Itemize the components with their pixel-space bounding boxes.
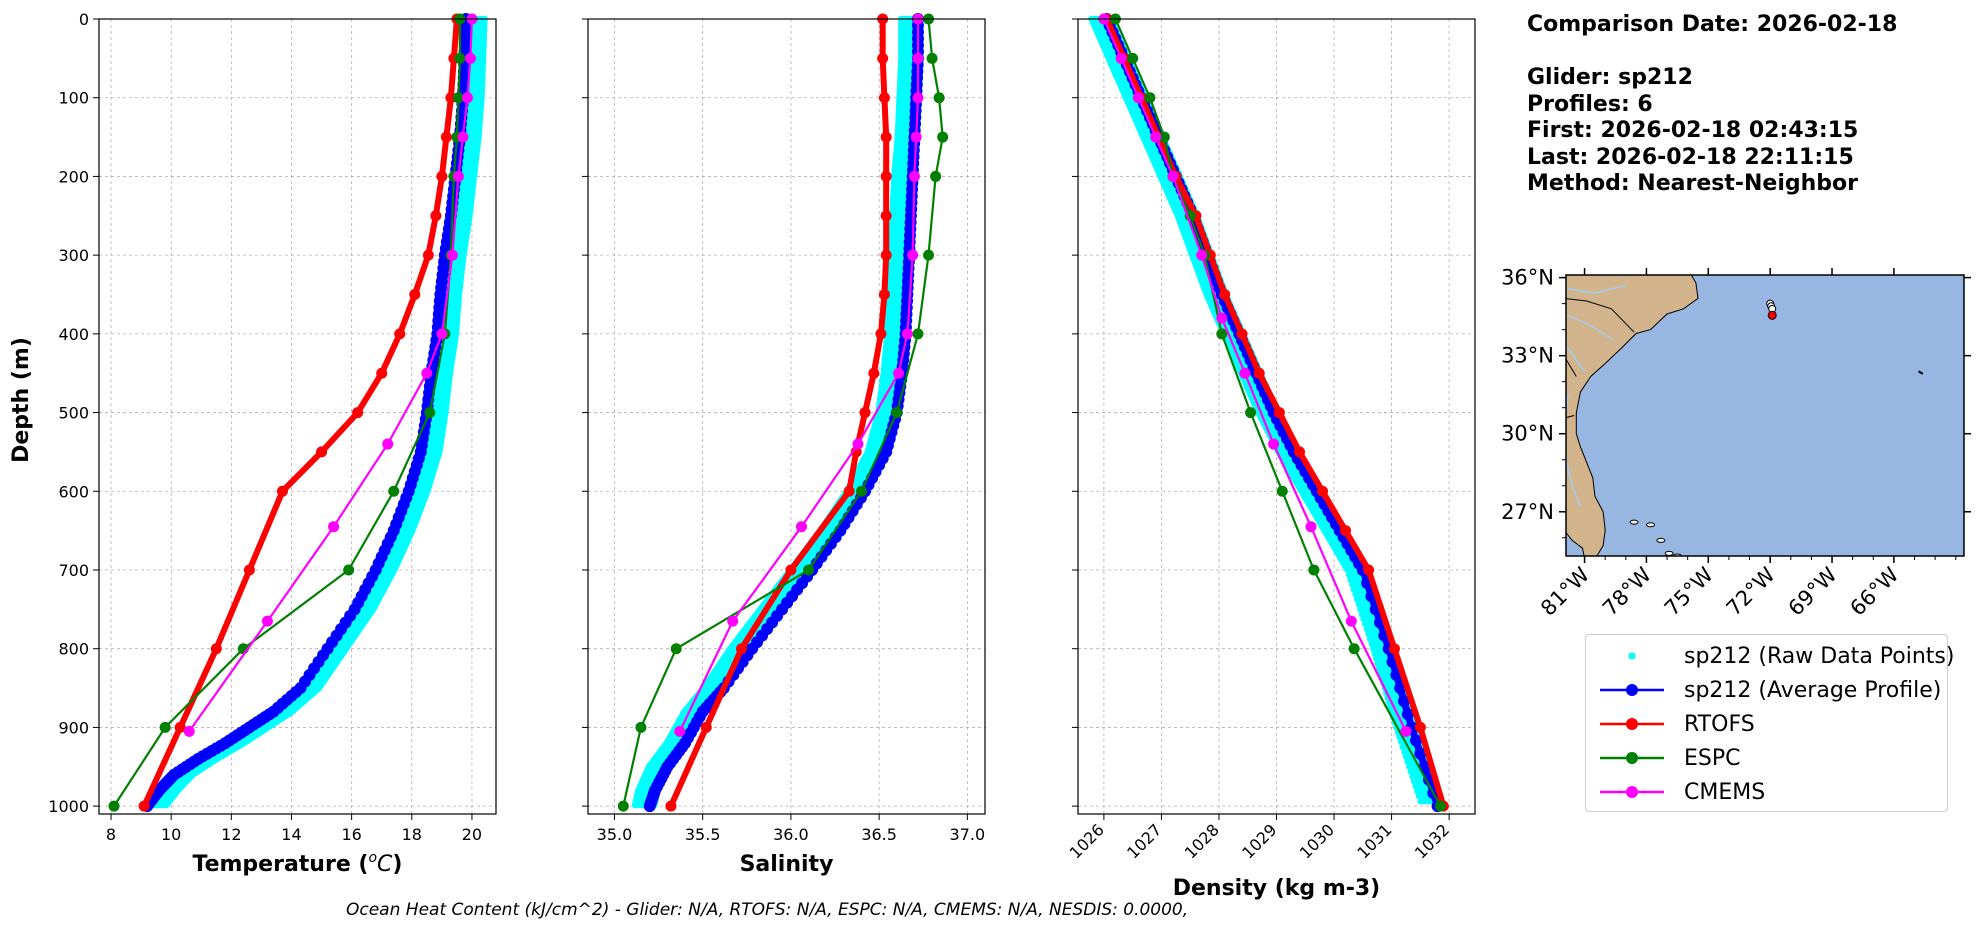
x-tick-label: 8 — [106, 825, 116, 844]
series-point-rtofs — [394, 328, 406, 340]
series-point-rtofs — [445, 92, 457, 104]
y-tick-label: 400 — [58, 325, 89, 344]
series-point-espc — [424, 407, 436, 419]
series-point-espc — [452, 92, 464, 104]
y-tick-label: 0 — [79, 10, 89, 29]
series-point-cmems — [328, 521, 340, 533]
series-point-rtofs — [440, 131, 452, 143]
series-point-espc — [159, 721, 171, 733]
series-point-espc — [454, 52, 466, 64]
series-point-rtofs — [138, 800, 150, 812]
series-point-espc — [343, 564, 355, 576]
x-tick-label: 20 — [462, 825, 482, 844]
series-point-rtofs — [352, 407, 364, 419]
series-point-rtofs — [409, 288, 421, 300]
series-point-cmems — [452, 170, 464, 182]
series-point-cmems — [457, 131, 469, 143]
y-tick-label: 500 — [58, 404, 89, 423]
axes-frame — [98, 18, 497, 815]
y-tick-label: 600 — [58, 482, 89, 501]
series-point-espc — [108, 800, 120, 812]
y-tick-label: 200 — [58, 167, 89, 186]
y-tick-label: 300 — [58, 246, 89, 265]
series-raw-points — [631, 15, 924, 809]
panel-1: 8 10 12 14 16 18 20010020030040050060070080090… — [48, 10, 497, 877]
x-tick-label: 16 — [341, 825, 361, 844]
x-axis-label: Temperature (oC) — [193, 850, 403, 877]
y-tick-label: 100 — [58, 89, 89, 108]
series-point-rtofs — [376, 367, 388, 379]
series-point-cmems — [464, 52, 476, 64]
series-point-cmems — [446, 249, 458, 261]
series-line-cmems — [188, 18, 473, 733]
y-tick-label: 1000 — [48, 797, 89, 816]
series-point-cmems — [183, 725, 195, 737]
series-point-rtofs — [243, 564, 255, 576]
y-tick-label: 900 — [58, 718, 89, 737]
series-point-rtofs — [276, 485, 288, 497]
series-point-rtofs — [436, 170, 448, 182]
series-point-cmems — [461, 92, 473, 104]
x-tick-label: 14 — [281, 825, 301, 844]
series-point-rtofs — [210, 643, 222, 655]
y-tick-label: 800 — [58, 640, 89, 659]
series-point-espc — [388, 485, 400, 497]
x-tick-label: 10 — [161, 825, 181, 844]
series-point-cmems — [436, 328, 448, 340]
raw-point — [163, 801, 170, 809]
series-point-rtofs — [422, 249, 434, 261]
y-tick-label: 700 — [58, 561, 89, 580]
x-tick-label: 18 — [402, 825, 422, 844]
series-point-rtofs — [316, 446, 328, 458]
series-point-rtofs — [174, 721, 186, 733]
series-point-rtofs — [430, 210, 442, 222]
series-point-cmems — [421, 367, 433, 379]
series-point-cmems — [261, 615, 273, 627]
series-point-cmems — [382, 438, 394, 450]
x-tick-label: 12 — [221, 825, 241, 844]
